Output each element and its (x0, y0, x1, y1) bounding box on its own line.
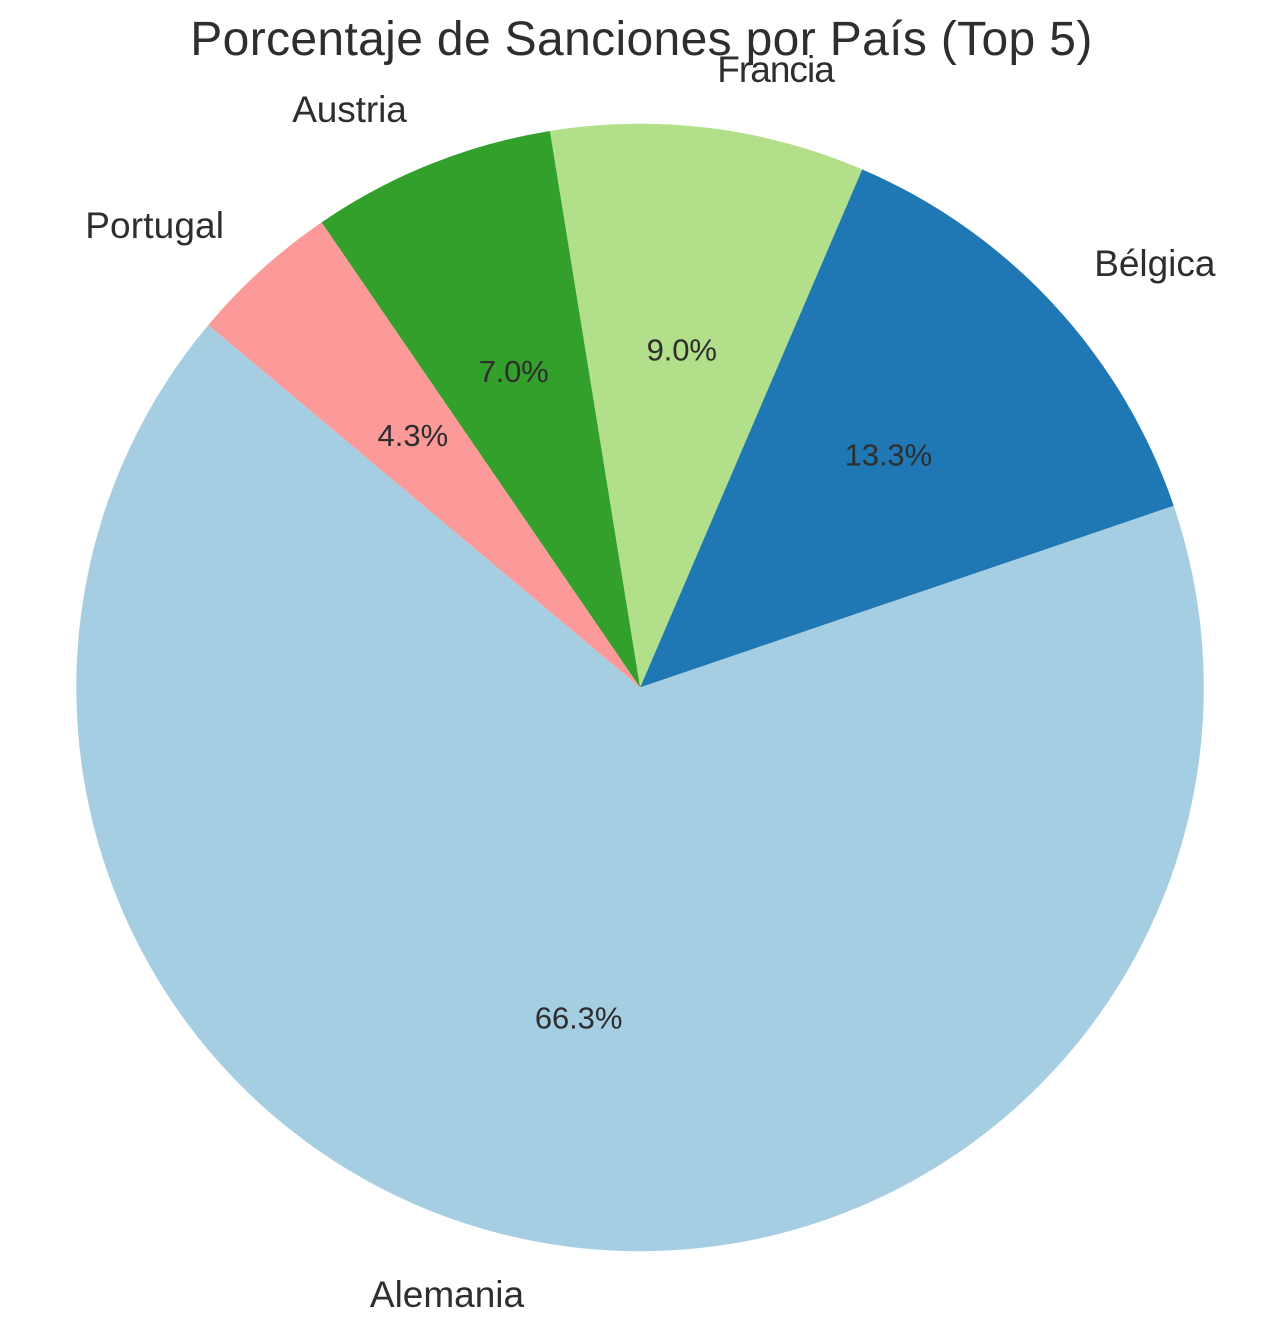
svg-text:Bélgica: Bélgica (1094, 243, 1216, 284)
svg-text:Alemania: Alemania (370, 1274, 525, 1315)
svg-text:9.0%: 9.0% (647, 333, 717, 368)
svg-text:Porcentaje de Sanciones por Pa: Porcentaje de Sanciones por País (Top 5) (190, 13, 1092, 66)
svg-text:Portugal: Portugal (85, 205, 224, 246)
svg-text:7.0%: 7.0% (479, 354, 549, 389)
svg-text:Austria: Austria (292, 89, 407, 130)
svg-text:13.3%: 13.3% (845, 438, 933, 473)
svg-text:4.3%: 4.3% (377, 418, 448, 453)
svg-text:66.3%: 66.3% (535, 1001, 623, 1036)
svg-text:Francia: Francia (717, 49, 835, 90)
